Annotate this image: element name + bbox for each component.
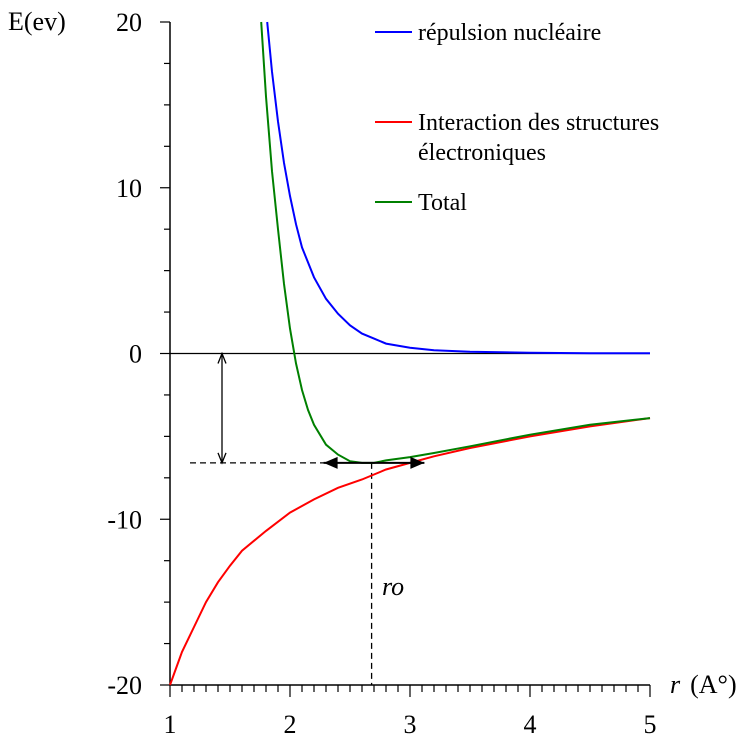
total-curve bbox=[260, 21, 651, 464]
legend-label-repulsion: répulsion nucléaire bbox=[418, 20, 601, 46]
y-tick-label: -10 bbox=[107, 505, 142, 534]
y-tick-label: 10 bbox=[116, 174, 142, 203]
legend-label-interaction-line2: électroniques bbox=[418, 140, 546, 166]
y-tick-label: -20 bbox=[107, 671, 142, 700]
x-tick-label: 5 bbox=[644, 710, 657, 739]
x-tick-label: 1 bbox=[164, 710, 177, 739]
ro-label: ro bbox=[382, 572, 404, 601]
series-group bbox=[169, 21, 651, 686]
repulsion-curve bbox=[266, 21, 651, 355]
x-tick-label: 3 bbox=[404, 710, 417, 739]
tick-marks bbox=[160, 21, 651, 697]
x-tick-label: 2 bbox=[284, 710, 297, 739]
x-axis-unit: (A°) bbox=[690, 670, 737, 699]
y-axis-label: E(ev) bbox=[8, 7, 66, 36]
arrow-head-up bbox=[217, 351, 227, 364]
arrow-head-down bbox=[217, 452, 227, 465]
x-axis-label: r (A°) bbox=[670, 670, 737, 699]
y-tick-label: 0 bbox=[129, 340, 142, 369]
arrow-head-left bbox=[323, 456, 338, 469]
x-axis-variable: r bbox=[670, 670, 681, 699]
tick-labels: -20 -10 0 10 20 1 2 3 4 5 bbox=[107, 8, 656, 739]
arrow-head-right bbox=[410, 456, 425, 469]
legend-label-interaction: Interaction des structures électroniques bbox=[418, 110, 659, 166]
y-tick-label: 20 bbox=[116, 8, 142, 37]
legend: répulsion nucléaire Interaction des stru… bbox=[375, 20, 659, 216]
x-tick-label: 4 bbox=[524, 710, 537, 739]
interaction-curve bbox=[169, 417, 651, 686]
legend-label-interaction-line1: Interaction des structures bbox=[418, 110, 659, 136]
legend-label-total: Total bbox=[418, 190, 467, 216]
